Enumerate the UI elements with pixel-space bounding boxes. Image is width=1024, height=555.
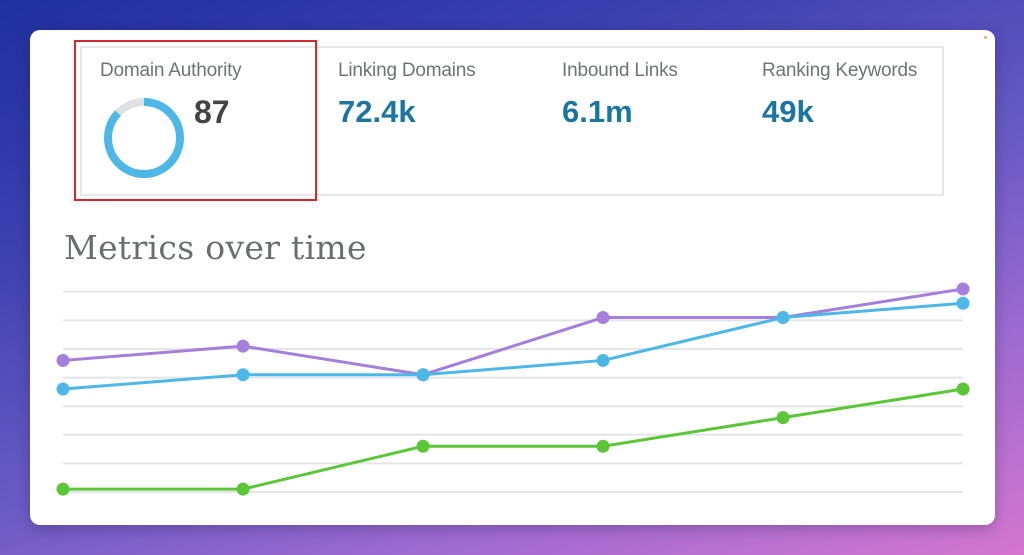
- data-point[interactable]: [56, 482, 70, 496]
- data-point[interactable]: [236, 482, 250, 496]
- data-point[interactable]: [236, 368, 250, 382]
- stats-panel: Domain Authority 87 Linking Domains 72.4…: [80, 46, 944, 196]
- stat-ranking-keywords[interactable]: Ranking Keywords 49k: [762, 60, 917, 130]
- chart-title: Metrics over time: [64, 228, 367, 267]
- stat-inbound-links[interactable]: Inbound Links 6.1m: [562, 60, 678, 130]
- series-line: [62, 287, 964, 377]
- line-chart: [56, 282, 970, 496]
- data-point[interactable]: [956, 296, 970, 310]
- stat-domain-authority[interactable]: Domain Authority 87: [100, 60, 242, 178]
- metrics-card: Domain Authority 87 Linking Domains 72.4…: [30, 30, 995, 525]
- series-green: [56, 382, 970, 496]
- data-point[interactable]: [596, 311, 610, 325]
- data-point[interactable]: [776, 411, 790, 425]
- data-point[interactable]: [56, 353, 70, 367]
- data-point[interactable]: [956, 382, 970, 396]
- data-point[interactable]: [56, 382, 70, 396]
- stat-label: Ranking Keywords: [762, 60, 918, 81]
- data-point[interactable]: [236, 339, 250, 353]
- series-line: [63, 387, 964, 491]
- stat-label: Linking Domains: [338, 60, 476, 81]
- series-blue: [56, 296, 970, 396]
- data-point[interactable]: [416, 439, 430, 453]
- series-line: [62, 301, 964, 391]
- data-point[interactable]: [596, 439, 610, 453]
- stat-value: 87: [194, 94, 230, 130]
- stat-value: 6.1m: [562, 94, 633, 129]
- stat-value: 49k: [762, 94, 814, 129]
- data-point[interactable]: [776, 311, 790, 325]
- stat-label: Inbound Links: [562, 60, 678, 81]
- data-point[interactable]: [416, 368, 430, 382]
- stat-value: 72.4k: [338, 94, 416, 129]
- donut-gauge-icon: [104, 98, 184, 178]
- data-point[interactable]: [596, 353, 610, 367]
- data-point[interactable]: [956, 282, 970, 296]
- stat-label: Domain Authority: [100, 60, 242, 81]
- stat-linking-domains[interactable]: Linking Domains 72.4k: [338, 60, 476, 130]
- corner-marker: [984, 36, 987, 39]
